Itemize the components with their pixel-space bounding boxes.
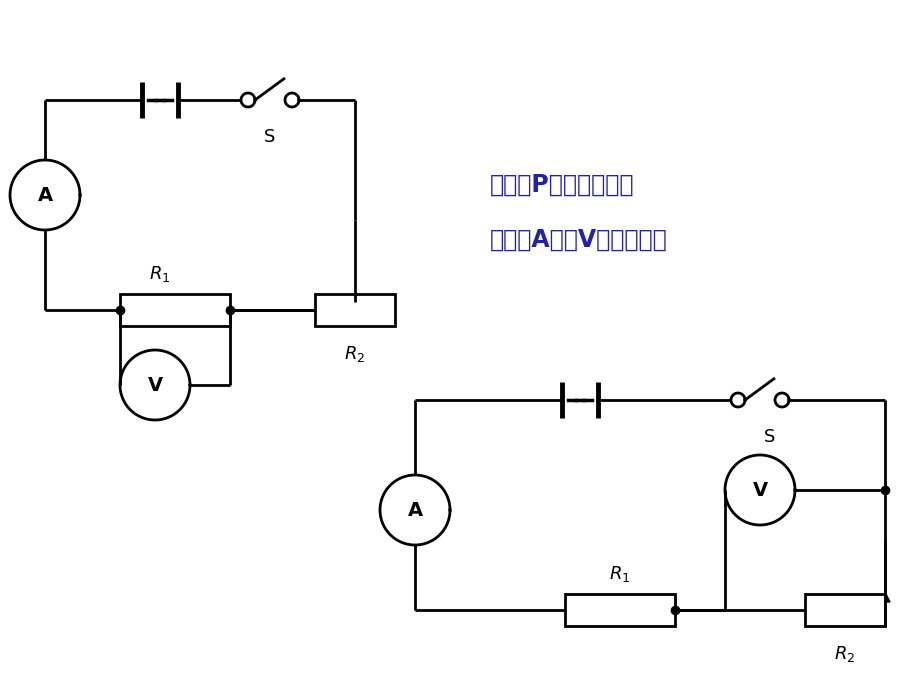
Text: $R_1$: $R_1$ xyxy=(149,264,171,284)
Text: 当滑片P向左移动时，: 当滑片P向左移动时， xyxy=(490,173,634,197)
Text: $R_1$: $R_1$ xyxy=(608,564,630,584)
Text: A: A xyxy=(38,186,52,204)
Text: S: S xyxy=(764,428,775,446)
Text: 请判断A表和V表的变化。: 请判断A表和V表的变化。 xyxy=(490,228,667,252)
Text: V: V xyxy=(147,375,163,395)
Polygon shape xyxy=(879,592,889,602)
Text: A: A xyxy=(407,500,422,520)
Bar xyxy=(314,294,394,326)
Polygon shape xyxy=(349,302,359,304)
Bar xyxy=(564,594,675,626)
Text: S: S xyxy=(264,128,276,146)
Text: V: V xyxy=(752,480,766,500)
Text: $R_2$: $R_2$ xyxy=(344,344,365,364)
Bar xyxy=(119,294,230,326)
Bar xyxy=(804,594,884,626)
Text: $R_2$: $R_2$ xyxy=(834,644,855,664)
